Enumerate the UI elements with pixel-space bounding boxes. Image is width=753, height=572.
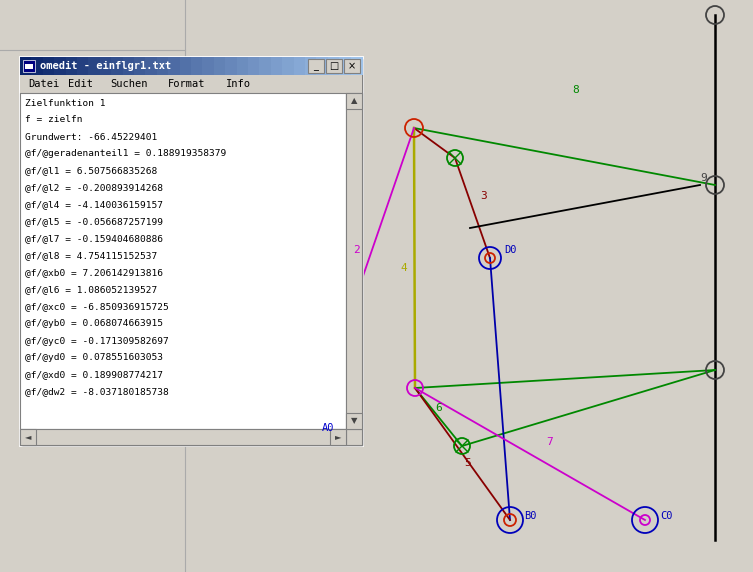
Bar <box>191 57 203 75</box>
Text: Format: Format <box>168 79 206 89</box>
Text: Suchen: Suchen <box>110 79 148 89</box>
Text: ×: × <box>348 61 356 71</box>
Text: @f/@xb0 = 7.206142913816: @f/@xb0 = 7.206142913816 <box>25 268 163 277</box>
Bar <box>20 93 346 429</box>
Text: 5: 5 <box>464 458 471 468</box>
Text: Datei: Datei <box>28 79 59 89</box>
Text: B0: B0 <box>524 511 536 521</box>
Bar <box>259 57 272 75</box>
Text: omedit - einflgr1.txt: omedit - einflgr1.txt <box>40 61 171 71</box>
Bar <box>168 57 181 75</box>
Bar <box>20 429 36 445</box>
Text: ▼: ▼ <box>351 416 357 426</box>
Text: ►: ► <box>335 432 341 442</box>
Text: f = zielfn: f = zielfn <box>25 116 83 125</box>
Bar <box>294 57 306 75</box>
Text: @f/@l2 = -0.200893914268: @f/@l2 = -0.200893914268 <box>25 184 163 193</box>
Bar <box>236 57 249 75</box>
Text: @f/@yc0 = -0.171309582697: @f/@yc0 = -0.171309582697 <box>25 336 169 345</box>
Bar <box>346 93 362 429</box>
Bar <box>145 57 158 75</box>
Bar <box>346 93 362 109</box>
Text: D0: D0 <box>504 245 517 255</box>
Text: @f/@xc0 = -6.850936915725: @f/@xc0 = -6.850936915725 <box>25 303 169 312</box>
Text: Grundwert: -66.45229401: Grundwert: -66.45229401 <box>25 133 157 141</box>
FancyBboxPatch shape <box>326 59 342 73</box>
Bar <box>214 57 226 75</box>
Bar <box>316 57 329 75</box>
Text: Zielfunktion 1: Zielfunktion 1 <box>25 98 105 108</box>
Text: □: □ <box>329 61 339 71</box>
Text: 6: 6 <box>435 403 442 413</box>
Bar <box>25 64 33 69</box>
Bar <box>134 57 146 75</box>
Bar <box>77 57 90 75</box>
Text: @f/@dw2 = -8.037180185738: @f/@dw2 = -8.037180185738 <box>25 387 169 396</box>
Bar <box>54 57 66 75</box>
Bar <box>305 57 318 75</box>
Text: @f/@xd0 = 0.189908774217: @f/@xd0 = 0.189908774217 <box>25 371 163 379</box>
Text: @f/@yb0 = 0.068074663915: @f/@yb0 = 0.068074663915 <box>25 320 163 328</box>
Text: Info: Info <box>226 79 251 89</box>
Text: @f/@l4 = -4.140036159157: @f/@l4 = -4.140036159157 <box>25 201 163 209</box>
Text: @f/@yd0 = 0.078551603053: @f/@yd0 = 0.078551603053 <box>25 353 163 363</box>
Text: Edit: Edit <box>68 79 93 89</box>
Text: @f/@geradenanteil1 = 0.188919358379: @f/@geradenanteil1 = 0.188919358379 <box>25 149 226 158</box>
FancyBboxPatch shape <box>344 59 360 73</box>
Bar <box>180 57 192 75</box>
Bar <box>111 57 123 75</box>
Bar <box>66 57 78 75</box>
Bar <box>271 57 283 75</box>
Text: 8: 8 <box>572 85 579 95</box>
Bar <box>20 75 362 93</box>
Bar <box>330 429 346 445</box>
Bar <box>351 57 363 75</box>
Text: A0: A0 <box>322 423 334 433</box>
Text: @f/@l8 = 4.754115152537: @f/@l8 = 4.754115152537 <box>25 252 157 260</box>
Text: @f/@l1 = 6.507566835268: @f/@l1 = 6.507566835268 <box>25 166 157 176</box>
Bar <box>157 57 169 75</box>
Text: _: _ <box>313 61 319 71</box>
Bar <box>20 57 32 75</box>
FancyBboxPatch shape <box>308 59 324 73</box>
Bar <box>23 60 35 72</box>
Text: @f/@l5 = -0.056687257199: @f/@l5 = -0.056687257199 <box>25 217 163 227</box>
Text: 7: 7 <box>546 437 553 447</box>
Bar <box>123 57 135 75</box>
Bar <box>20 429 346 445</box>
Text: ◄: ◄ <box>25 432 32 442</box>
Bar <box>225 57 238 75</box>
Bar <box>43 57 55 75</box>
Bar <box>346 429 362 445</box>
Bar <box>328 57 340 75</box>
Text: 4: 4 <box>400 263 407 273</box>
Bar <box>339 57 352 75</box>
Text: @f/@l6 = 1.086052139527: @f/@l6 = 1.086052139527 <box>25 285 157 295</box>
Bar <box>100 57 112 75</box>
Bar <box>346 413 362 429</box>
Text: @f/@l7 = -0.159404680886: @f/@l7 = -0.159404680886 <box>25 235 163 244</box>
Text: 3: 3 <box>480 191 486 201</box>
Bar <box>88 57 101 75</box>
Bar <box>203 57 215 75</box>
Text: 9: 9 <box>700 173 707 183</box>
Bar <box>32 57 44 75</box>
Bar <box>248 57 261 75</box>
FancyBboxPatch shape <box>20 57 362 445</box>
Text: 2: 2 <box>353 245 360 255</box>
Text: ▲: ▲ <box>351 97 357 105</box>
Bar <box>282 57 294 75</box>
Text: C0: C0 <box>660 511 672 521</box>
